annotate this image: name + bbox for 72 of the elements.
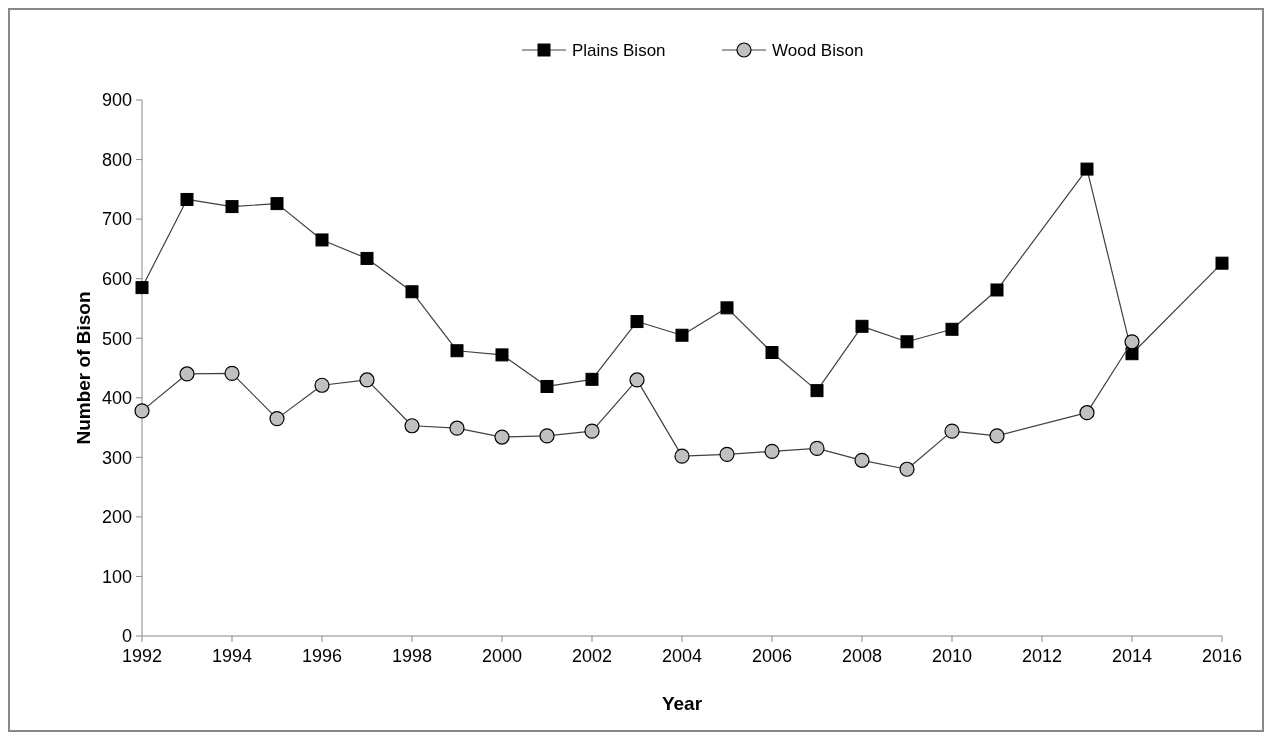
- point: [180, 192, 194, 206]
- point: [720, 301, 734, 315]
- y-tick-label: 200: [101, 507, 132, 528]
- point: [225, 200, 239, 214]
- x-tick-label: 2016: [1201, 646, 1243, 666]
- point: [404, 418, 420, 434]
- point: [675, 328, 689, 342]
- point: [495, 348, 509, 362]
- y-tick-label: 800: [101, 149, 132, 170]
- point: [224, 365, 240, 381]
- y-tick-label: 300: [101, 447, 132, 468]
- x-tick-label: 2008: [841, 646, 883, 666]
- point: [359, 372, 375, 388]
- point: [1125, 347, 1139, 361]
- point: [809, 440, 825, 456]
- x-tick-label: 2010: [931, 646, 973, 666]
- point: [179, 366, 195, 382]
- point: [719, 446, 735, 462]
- point: [269, 411, 285, 427]
- x-tick-label: 2012: [1021, 646, 1063, 666]
- point: [810, 384, 824, 398]
- y-tick-label: 100: [101, 566, 132, 587]
- point: [765, 346, 779, 360]
- point: [630, 315, 644, 329]
- point: [990, 283, 1004, 297]
- point: [674, 448, 690, 464]
- y-tick-label: 600: [101, 268, 132, 289]
- point: [945, 322, 959, 336]
- point: [1215, 256, 1229, 270]
- legend-label: Wood Bison: [772, 40, 864, 60]
- point: [314, 377, 330, 393]
- point: [584, 423, 600, 439]
- x-tick-label: 2004: [661, 646, 703, 666]
- point: [270, 197, 284, 211]
- point: [494, 429, 510, 445]
- x-tick-label: 2000: [481, 646, 523, 666]
- point: [450, 344, 464, 358]
- y-tick-label: 900: [101, 90, 132, 111]
- point: [629, 372, 645, 388]
- x-tick-label: 2006: [751, 646, 793, 666]
- legend-label: Plains Bison: [572, 40, 666, 60]
- point: [854, 452, 870, 468]
- point: [1080, 162, 1094, 176]
- y-tick-label: 700: [101, 209, 132, 230]
- point: [989, 428, 1005, 444]
- x-axis-title: Year: [661, 693, 703, 714]
- point: [855, 319, 869, 333]
- y-axis-title: Number of Bison: [73, 291, 94, 445]
- point: [585, 372, 599, 386]
- point: [449, 420, 465, 436]
- point: [899, 461, 915, 477]
- point: [1124, 334, 1140, 350]
- point: [315, 233, 329, 247]
- point: [540, 379, 554, 393]
- point: [1079, 405, 1095, 421]
- y-tick-label: 400: [101, 388, 132, 409]
- x-tick-label: 1996: [301, 646, 343, 666]
- point: [944, 423, 960, 439]
- x-tick-label: 2002: [571, 646, 613, 666]
- point: [135, 281, 149, 295]
- point: [134, 403, 150, 419]
- point: [539, 428, 555, 444]
- point: [764, 443, 780, 459]
- y-tick-label: 500: [101, 328, 132, 349]
- x-tick-label: 1992: [121, 646, 163, 666]
- point: [360, 251, 374, 265]
- y-tick-label: 0: [121, 626, 132, 647]
- x-tick-label: 1998: [391, 646, 433, 666]
- x-tick-label: 2014: [1111, 646, 1153, 666]
- x-tick-label: 1994: [211, 646, 253, 666]
- point: [405, 285, 419, 299]
- point: [900, 335, 914, 349]
